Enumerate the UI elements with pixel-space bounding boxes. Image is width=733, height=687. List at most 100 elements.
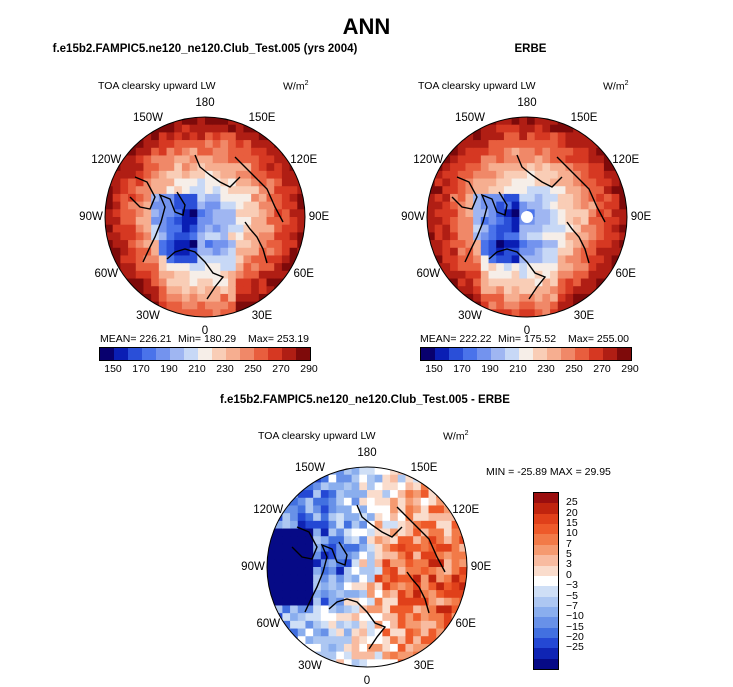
contour-cell (428, 559, 437, 568)
contour-cell (158, 170, 168, 180)
contour-cell (266, 209, 275, 218)
contour-cell (281, 155, 291, 164)
contour-cell (297, 574, 307, 583)
contour-cell (459, 582, 467, 591)
contour-cell (473, 209, 482, 218)
map-border (266, 466, 468, 668)
contour-cell (336, 628, 345, 637)
contour-cell (420, 559, 430, 568)
field-label-diff: TOA clearsky upward LW (258, 430, 376, 442)
contour-cell (266, 286, 275, 295)
contour-cell (519, 117, 528, 126)
contour-cell (550, 209, 559, 218)
lon-label-0: 0 (363, 675, 371, 687)
contour-cell (428, 628, 437, 637)
contour-cell (436, 613, 445, 622)
contour-cell (519, 263, 528, 272)
contour-cell (258, 247, 268, 257)
polar-map-diff: 180 150E 120E 90E 60E 30E 0 30W 60W 90W 120W 150W (241, 447, 491, 687)
contour-cell (243, 293, 252, 303)
contour-cell (457, 140, 467, 149)
contour-cell (503, 193, 513, 203)
contour-cell (382, 636, 391, 645)
contour-cell (158, 286, 168, 295)
contour-cell (450, 255, 459, 264)
contour-cell (290, 505, 299, 514)
lon-label-150e: 150E (570, 112, 598, 125)
contour-cell (382, 505, 391, 514)
contour-cell (328, 590, 337, 599)
contour-cell (596, 155, 605, 164)
contour-cell (573, 163, 582, 172)
contour-cell (450, 193, 459, 203)
contour-cell (442, 247, 451, 257)
contour-cell (212, 186, 221, 195)
contour-cell (390, 536, 399, 545)
contour-cell (488, 186, 497, 195)
contour-cell (281, 170, 291, 180)
contour-cell (128, 193, 137, 203)
contour-cell (243, 147, 252, 157)
contour-cell (212, 117, 221, 126)
coastline-3 (234, 156, 284, 223)
contour-cell (305, 620, 314, 630)
contour-cell (436, 567, 445, 576)
contour-cell (527, 255, 536, 264)
contour-cell (534, 286, 543, 295)
contour-cell (428, 620, 437, 630)
contour-cell (511, 255, 520, 264)
coastline-0 (304, 541, 348, 613)
contour-cell (374, 605, 383, 614)
contour-cell (367, 567, 376, 576)
contour-cell (519, 278, 528, 287)
contour-cell (542, 163, 551, 172)
contour-cell (174, 270, 183, 280)
colorbar-swatch (463, 348, 477, 360)
contour-cell (503, 309, 513, 317)
contour-cell (557, 209, 567, 218)
colorbar-tick-label: 290 (300, 363, 318, 375)
contour-cell (174, 170, 183, 180)
contour-cell (305, 613, 314, 622)
colorbar-tick-label: 150 (104, 363, 122, 375)
contour-cell (565, 178, 574, 187)
contour-cell (251, 278, 260, 287)
contour-cell (465, 132, 474, 141)
contour-cell (258, 286, 268, 295)
contour-cell (465, 278, 474, 287)
contour-cell (428, 490, 437, 499)
contour-cell (457, 209, 467, 218)
contour-cell (343, 590, 353, 599)
colorbar-tick-label: 270 (272, 363, 290, 375)
contour-cell (266, 263, 275, 272)
contour-cell (573, 201, 582, 210)
contour-cell (166, 163, 175, 172)
contour-cell (228, 293, 237, 303)
contour-cell (488, 178, 497, 187)
page-title: ANN (342, 14, 391, 39)
contour-cell (313, 597, 322, 607)
contour-cell (427, 201, 436, 210)
contour-cell (336, 613, 345, 622)
contour-cell (290, 567, 299, 576)
contour-cell (181, 270, 191, 280)
contour-cell (619, 217, 627, 226)
contour-cell (542, 132, 551, 141)
contour-cell (405, 643, 414, 653)
contour-cell (480, 140, 490, 149)
contour-cell (359, 536, 368, 545)
lon-label-90e: 90E (308, 211, 330, 223)
contour-cell (436, 597, 445, 607)
contour-cell (313, 520, 322, 530)
contour-cell (289, 255, 298, 264)
contour-cell (274, 605, 283, 614)
contour-cell (428, 505, 437, 514)
contour-cell (112, 224, 121, 233)
contour-cell (112, 232, 121, 241)
coastline-5 (291, 526, 318, 560)
contour-cell (297, 536, 307, 545)
contour-cell (397, 582, 407, 591)
contour-cell (258, 278, 268, 287)
contour-cell (128, 178, 137, 187)
contour-cell (550, 255, 559, 264)
